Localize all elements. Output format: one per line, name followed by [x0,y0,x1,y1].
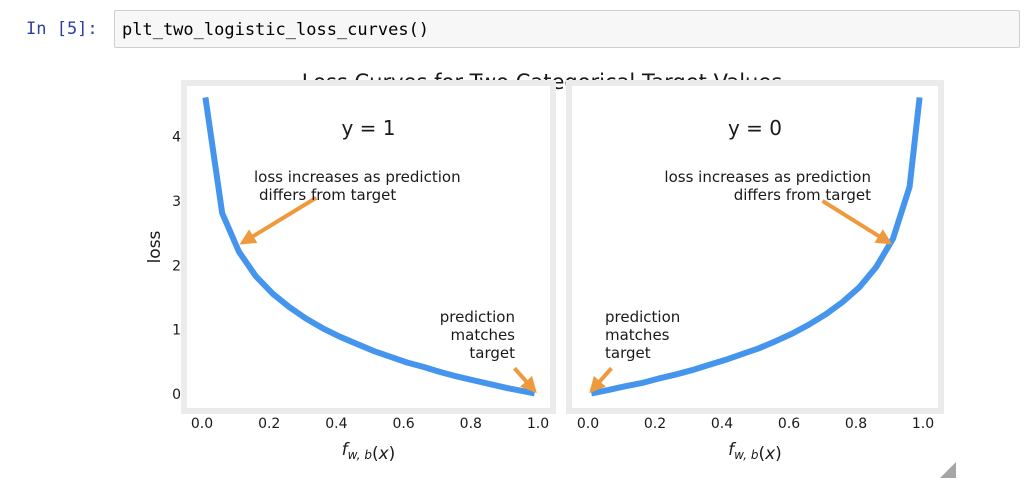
x-tick-label: 0.4 [325,416,347,432]
axes-frame-1 [181,80,556,414]
annotation-text: prediction matches target [605,308,680,362]
x-axis-label-1: fw, b(x) [342,440,396,464]
x-axis-label-2: fw, b(x) [728,440,782,464]
y-tick-label: 4 [172,130,181,146]
x-tick-label: 0.2 [644,416,666,432]
x-tick-label: 1.0 [912,416,934,432]
output-resize-handle[interactable] [940,462,956,478]
x-tick-label: 0.0 [191,416,213,432]
annotation-arrow [512,366,537,394]
annotation-arrow [589,366,613,394]
axes-frame-2 [566,80,944,414]
subplot-title-1: y = 1 [341,116,395,140]
x-tick-label: 0.6 [778,416,800,432]
y-axis-label: loss [145,230,165,263]
code-text[interactable]: plt_two_logistic_loss_curves() [122,20,430,40]
x-tick-label: 0.8 [460,416,482,432]
x-tick-label: 0.6 [392,416,414,432]
x-tick-label: 0.2 [258,416,280,432]
x-tick-label: 1.0 [527,416,549,432]
x-tick-label: 0.8 [845,416,867,432]
loss-curve-1 [202,96,536,397]
annotation-text: prediction matches target [440,308,515,362]
annotation-arrow [821,199,893,245]
y-tick-label: 0 [172,387,181,403]
code-input-area[interactable]: plt_two_logistic_loss_curves() [114,10,1020,48]
annotation-text: loss increases as prediction differs from… [254,168,461,204]
input-prompt: In [5]: [26,19,98,39]
annotation-text: loss increases as prediction differs from… [664,168,871,204]
y-tick-label: 3 [172,194,181,210]
annotation-arrow [239,196,318,245]
y-tick-label: 2 [172,258,181,274]
subplot-title-2: y = 0 [728,116,782,140]
y-tick-label: 1 [172,323,181,339]
x-tick-label: 0.0 [577,416,599,432]
loss-curve-2 [590,97,923,397]
x-tick-label: 0.4 [711,416,733,432]
